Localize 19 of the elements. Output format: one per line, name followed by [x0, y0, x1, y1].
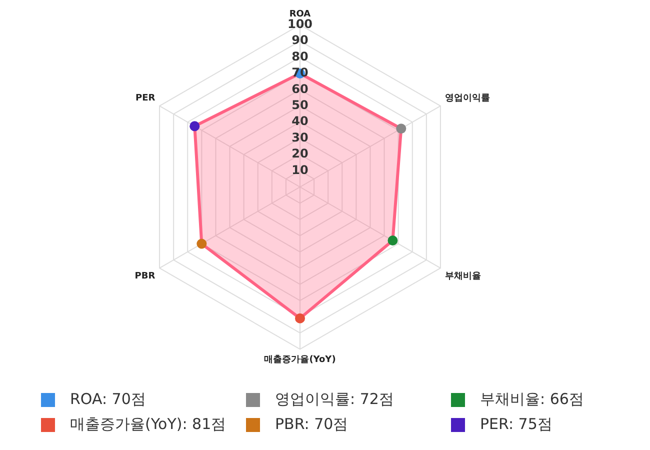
- spoke-label: 영업이익률: [444, 93, 490, 104]
- y-tick-label: 60: [292, 82, 308, 96]
- y-tick-label: 50: [292, 98, 308, 112]
- spoke-label: 매출증가율(YoY): [264, 354, 336, 365]
- spoke-label: PER: [136, 93, 156, 104]
- y-tick-label: 30: [292, 130, 308, 144]
- spoke-label: 부채비율: [444, 271, 481, 282]
- y-tick-label: 80: [292, 49, 308, 64]
- text: 부채비율: 66점: [480, 390, 584, 409]
- y-tick-label: 10: [292, 162, 308, 177]
- y-tick-label: 40: [292, 114, 308, 128]
- text: 매출증가율(YoY): 81점: [70, 415, 226, 434]
- text: PBR: 70점: [275, 415, 348, 434]
- y-tick-label: 90: [292, 33, 308, 48]
- text: PER: 75점: [480, 415, 552, 434]
- y-tick-label: 20: [292, 146, 308, 161]
- text: 영업이익률: 72점: [275, 390, 394, 409]
- text: ROA: 70점: [70, 390, 146, 409]
- spoke-label: PBR: [134, 271, 156, 282]
